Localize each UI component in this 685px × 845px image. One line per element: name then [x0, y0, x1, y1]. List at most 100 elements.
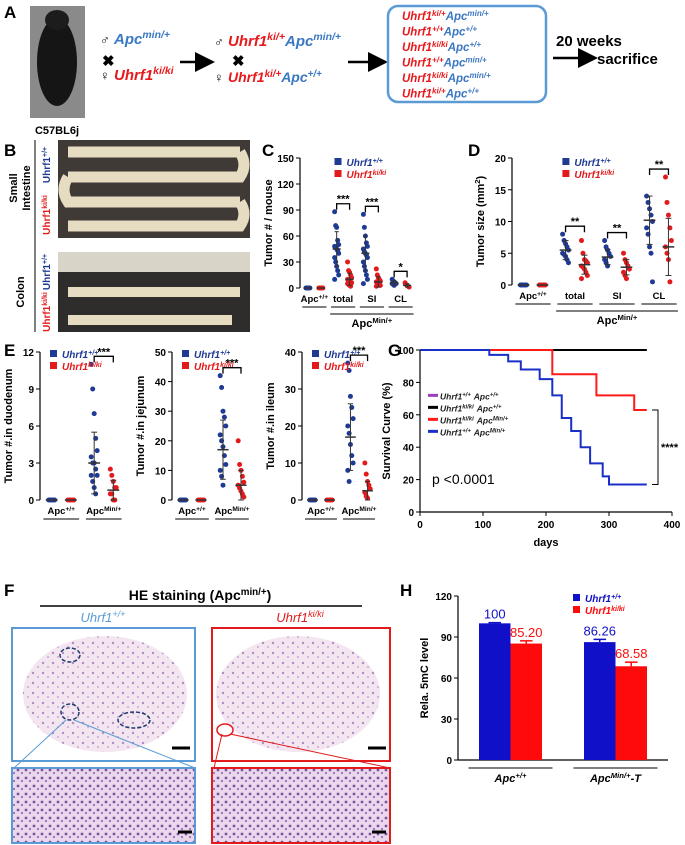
data-point — [334, 224, 340, 230]
endpoint: sacrifice — [597, 51, 658, 68]
legend-label: Uhrf1+/+ — [62, 350, 98, 362]
panel-letter: E — [4, 341, 15, 360]
genotype-sup: +/+ — [432, 55, 444, 64]
legend-swatch — [312, 350, 319, 357]
legend-label: Uhrf1ki/ki ApcMin/+ — [440, 415, 509, 425]
value-label: 85.20 — [510, 625, 543, 640]
bar — [510, 643, 542, 760]
genotype: Uhrf1ki/+Apcmin/+ — [402, 9, 489, 24]
data-point — [217, 432, 223, 438]
data-point — [363, 272, 369, 278]
panel-letter: H — [400, 581, 412, 600]
survival-curve — [420, 349, 647, 411]
legend-label-text: Uhrf1 — [62, 362, 89, 373]
legend-label-sup: +/+ — [220, 350, 230, 357]
legend-label-sup: +/+ — [462, 428, 471, 434]
genotype-label-sup: +/+ — [42, 254, 49, 264]
x-tick-label-sup: +/+ — [65, 506, 75, 513]
significance-label: *** — [97, 346, 111, 358]
y-tick-label: 40 — [403, 443, 415, 454]
x-tick-label: ApcMin/+ — [86, 506, 121, 518]
legend-label-sup: +/+ — [462, 392, 471, 398]
histology-title-sup: min/+ — [241, 587, 267, 598]
x-tick-label: SI — [613, 291, 622, 302]
histology-title-text: ) — [267, 587, 272, 603]
y-tick-label: 100 — [397, 346, 414, 357]
x-tick-label: CL — [653, 291, 666, 302]
genotype-label-text: Uhrf1 — [42, 157, 53, 184]
histology-images — [11, 605, 391, 844]
data-point — [113, 485, 119, 491]
intestine-photo — [34, 140, 250, 332]
legend-swatch — [562, 158, 570, 165]
legend-label-text: Uhrf1 — [440, 427, 462, 437]
y-axis-label: Tumor size (mm2) — [473, 175, 488, 267]
legend-label-text: Apc — [476, 415, 493, 425]
genotype-sup: +/+ — [469, 40, 481, 49]
genotype-text: Uhrf1 — [402, 89, 432, 101]
legend-label-text: Uhrf1 — [194, 362, 221, 373]
significance-bracket — [652, 409, 659, 485]
data-point — [90, 386, 96, 392]
x-tick-label: CL — [394, 294, 407, 305]
x-tick-label-text: Apc — [519, 291, 537, 302]
y-tick-label: 90 — [283, 206, 295, 217]
x-tick-label-sup: Min/+ — [232, 506, 249, 513]
y-axis-label-text: Rela. 5mC level — [419, 638, 431, 719]
legend-label-text: Uhrf1 — [585, 606, 612, 617]
genotype-label: Uhrf1+/+ — [42, 147, 54, 183]
data-point — [221, 414, 227, 420]
legend-label: Uhrf1ki/ki — [62, 362, 103, 374]
genotype-sup: ki/ki — [432, 40, 448, 49]
x-tick-label-text: Apc — [589, 773, 611, 785]
significance-bracket — [564, 225, 586, 233]
genotype-text: Apc — [280, 69, 308, 85]
x-tick-label-text: CL — [653, 291, 666, 302]
y-axis-label-text: Tumor #.in duodenum — [3, 368, 15, 483]
legend-swatch — [50, 350, 57, 357]
genotype-text: Uhrf1 — [228, 33, 267, 50]
legend-label-text: Uhrf1 — [574, 158, 601, 169]
data-point — [579, 276, 585, 282]
genotype-label: Uhrf1ki/ki — [42, 292, 54, 332]
x-tick-label: Apc+/+ — [307, 506, 335, 518]
legend-label-sup: ki/ki — [350, 362, 365, 369]
data-point — [602, 238, 608, 244]
y-tick-label: 10 — [285, 459, 297, 470]
data-point — [649, 279, 655, 285]
data-point — [345, 360, 351, 366]
x-tick-label-text: SI — [613, 291, 622, 302]
y-tick-label: 20 — [285, 422, 297, 433]
legend-label-sup: ki/ki — [462, 416, 474, 422]
data-point — [363, 471, 369, 477]
legend-label-text: Uhrf1 — [324, 350, 351, 361]
genotype-label: Uhrf1ki/ki — [42, 195, 54, 235]
x-tick-label: 100 — [475, 520, 492, 531]
legend-label-sup: +/+ — [601, 158, 611, 165]
y-axis-label-sup: 2 — [473, 179, 482, 183]
genotype-text: Uhrf1 — [402, 11, 432, 23]
data-point — [237, 461, 243, 467]
offspring-box — [386, 4, 548, 104]
significance-label: *** — [353, 345, 367, 357]
data-point — [217, 373, 223, 379]
panel-letter: C — [262, 141, 274, 160]
x-tick-label-sup: Min/+ — [104, 506, 121, 513]
data-point — [332, 276, 338, 282]
y-axis-label: Tumor #.in duodenum — [3, 368, 15, 483]
legend-label-sup: Min/+ — [493, 416, 509, 422]
data-point — [364, 255, 370, 261]
genotype-sup: +/+ — [308, 69, 322, 80]
x-tick-label: SI — [367, 294, 376, 305]
genotype-sup: min/+ — [467, 9, 489, 18]
x-tick-label: ApcMin/+-T — [589, 771, 642, 786]
y-axis-label-text: Tumor # / mouse — [263, 179, 275, 266]
genotype: Uhrf1ki/+Apc+/+ — [228, 69, 322, 86]
data-point — [241, 494, 247, 500]
p-value: p <0.0001 — [432, 471, 495, 487]
significance-label: ** — [571, 216, 580, 228]
data-point — [332, 209, 338, 215]
y-tick-label: 90 — [441, 633, 453, 644]
y-tick-label: 5 — [500, 249, 506, 260]
significance-bracket — [606, 231, 628, 239]
